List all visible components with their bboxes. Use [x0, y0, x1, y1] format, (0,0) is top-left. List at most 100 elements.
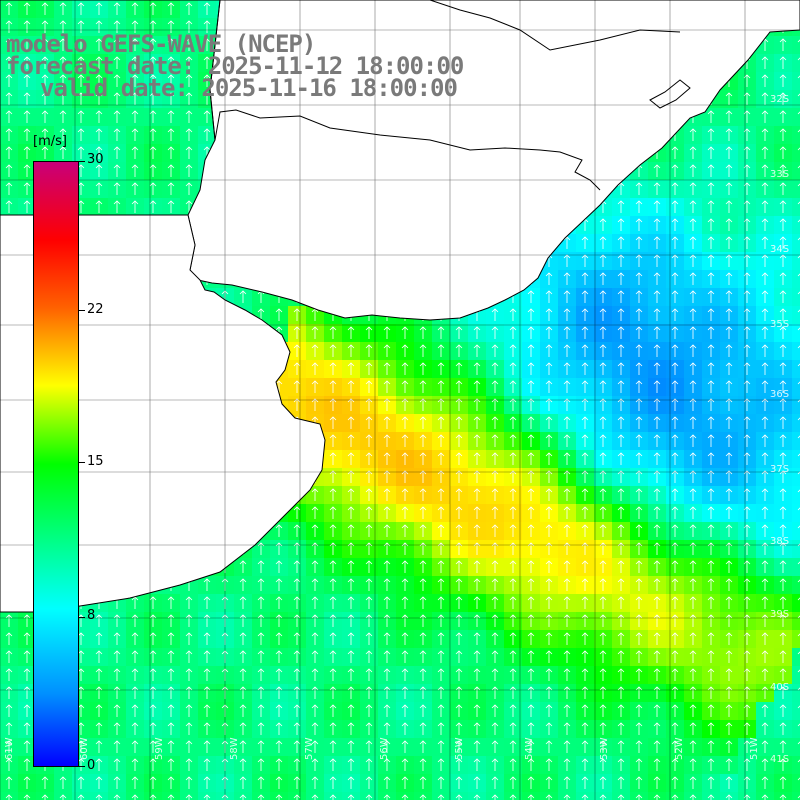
- wind-arrow: [293, 596, 301, 609]
- wind-arrow: [761, 56, 769, 69]
- wind-arrow: [113, 74, 121, 87]
- wind-arrow: [671, 488, 679, 501]
- wind-arrow: [761, 506, 769, 519]
- wind-arrow: [509, 686, 517, 699]
- wind-arrow: [689, 740, 697, 753]
- wind-arrow: [293, 668, 301, 681]
- wind-cell: [792, 648, 800, 666]
- wind-arrow: [473, 686, 481, 699]
- wind-arrow: [581, 560, 589, 573]
- wind-arrow: [725, 524, 733, 537]
- wind-arrow: [491, 740, 499, 753]
- wind-arrow: [185, 146, 193, 159]
- wind-arrow: [599, 722, 607, 735]
- wind-arrow: [311, 380, 319, 393]
- wind-arrow: [455, 722, 463, 735]
- longitude-label: 60W: [79, 737, 90, 760]
- wind-arrow: [581, 344, 589, 357]
- wind-arrow: [149, 200, 157, 213]
- wind-arrow: [365, 632, 373, 645]
- wind-arrow: [401, 668, 409, 681]
- wind-arrow: [545, 524, 553, 537]
- wind-arrow: [95, 650, 103, 663]
- wind-arrow: [365, 380, 373, 393]
- wind-arrow: [23, 704, 31, 717]
- wind-arrow: [797, 453, 800, 457]
- wind-cell: [792, 684, 800, 702]
- wind-arrow: [671, 200, 679, 213]
- wind-arrow: [149, 74, 157, 87]
- wind-arrow: [275, 380, 283, 393]
- wind-arrow: [401, 722, 409, 735]
- wind-arrow: [275, 758, 283, 771]
- wind-arrow: [455, 578, 463, 591]
- wind-arrow: [617, 776, 625, 789]
- wind-arrow: [329, 650, 337, 663]
- wind-arrow: [797, 381, 800, 385]
- wind-arrow: [95, 2, 103, 15]
- wind-arrow: [41, 794, 49, 800]
- wind-arrow: [401, 470, 409, 483]
- wind-arrow: [545, 506, 553, 519]
- wind-arrow: [113, 146, 121, 159]
- wind-arrow: [167, 686, 175, 699]
- wind-arrow: [5, 794, 13, 800]
- wind-arrow: [401, 344, 409, 357]
- wind-arrow: [689, 686, 697, 699]
- wind-arrow: [491, 722, 499, 735]
- wind-arrow: [563, 272, 571, 285]
- wind-arrow: [365, 434, 373, 447]
- wind-arrow: [725, 632, 733, 645]
- wind-arrow: [347, 596, 355, 609]
- wind-arrow: [365, 722, 373, 735]
- wind-arrow: [761, 560, 769, 573]
- wind-arrow: [617, 362, 625, 375]
- wind-arrow: [761, 92, 769, 105]
- wind-arrow: [203, 722, 211, 735]
- wind-arrow: [41, 38, 49, 51]
- wind-arrow: [77, 20, 85, 33]
- wind-arrow: [95, 38, 103, 51]
- wind-arrow: [509, 470, 517, 483]
- wind-arrow: [149, 758, 157, 771]
- wind-arrow: [689, 362, 697, 375]
- wind-arrow: [329, 452, 337, 465]
- wind-arrow: [473, 380, 481, 393]
- longitude-label: 56W: [379, 737, 390, 760]
- wind-arrow: [311, 668, 319, 681]
- wind-arrow: [95, 74, 103, 87]
- wind-arrow: [599, 560, 607, 573]
- wind-arrow: [617, 344, 625, 357]
- wind-arrow: [707, 218, 715, 231]
- wind-arrow: [167, 74, 175, 87]
- wind-arrow: [797, 201, 800, 205]
- wind-cell: [792, 486, 800, 504]
- wind-arrow: [779, 308, 787, 321]
- longitude-label: 54W: [524, 737, 535, 760]
- wind-arrow: [797, 651, 800, 655]
- wind-arrow: [311, 344, 319, 357]
- wind-arrow: [473, 614, 481, 627]
- wind-arrow: [185, 776, 193, 789]
- wind-arrow: [509, 398, 517, 411]
- wind-arrow: [59, 74, 67, 87]
- wind-arrow: [167, 722, 175, 735]
- wind-arrow: [599, 380, 607, 393]
- wind-arrow: [293, 362, 301, 375]
- wind-arrow: [95, 182, 103, 195]
- wind-arrow: [707, 290, 715, 303]
- wind-arrow: [725, 128, 733, 141]
- wind-arrow: [437, 470, 445, 483]
- wind-arrow: [131, 128, 139, 141]
- wind-arrow: [635, 776, 643, 789]
- wind-arrow: [365, 704, 373, 717]
- wind-arrow: [563, 758, 571, 771]
- wind-arrow: [365, 506, 373, 519]
- wind-arrow: [671, 794, 679, 800]
- wind-arrow: [203, 74, 211, 87]
- wind-arrow: [167, 20, 175, 33]
- wind-arrow: [5, 182, 13, 195]
- wind-arrow: [725, 236, 733, 249]
- wind-arrow: [635, 578, 643, 591]
- wind-arrow: [653, 632, 661, 645]
